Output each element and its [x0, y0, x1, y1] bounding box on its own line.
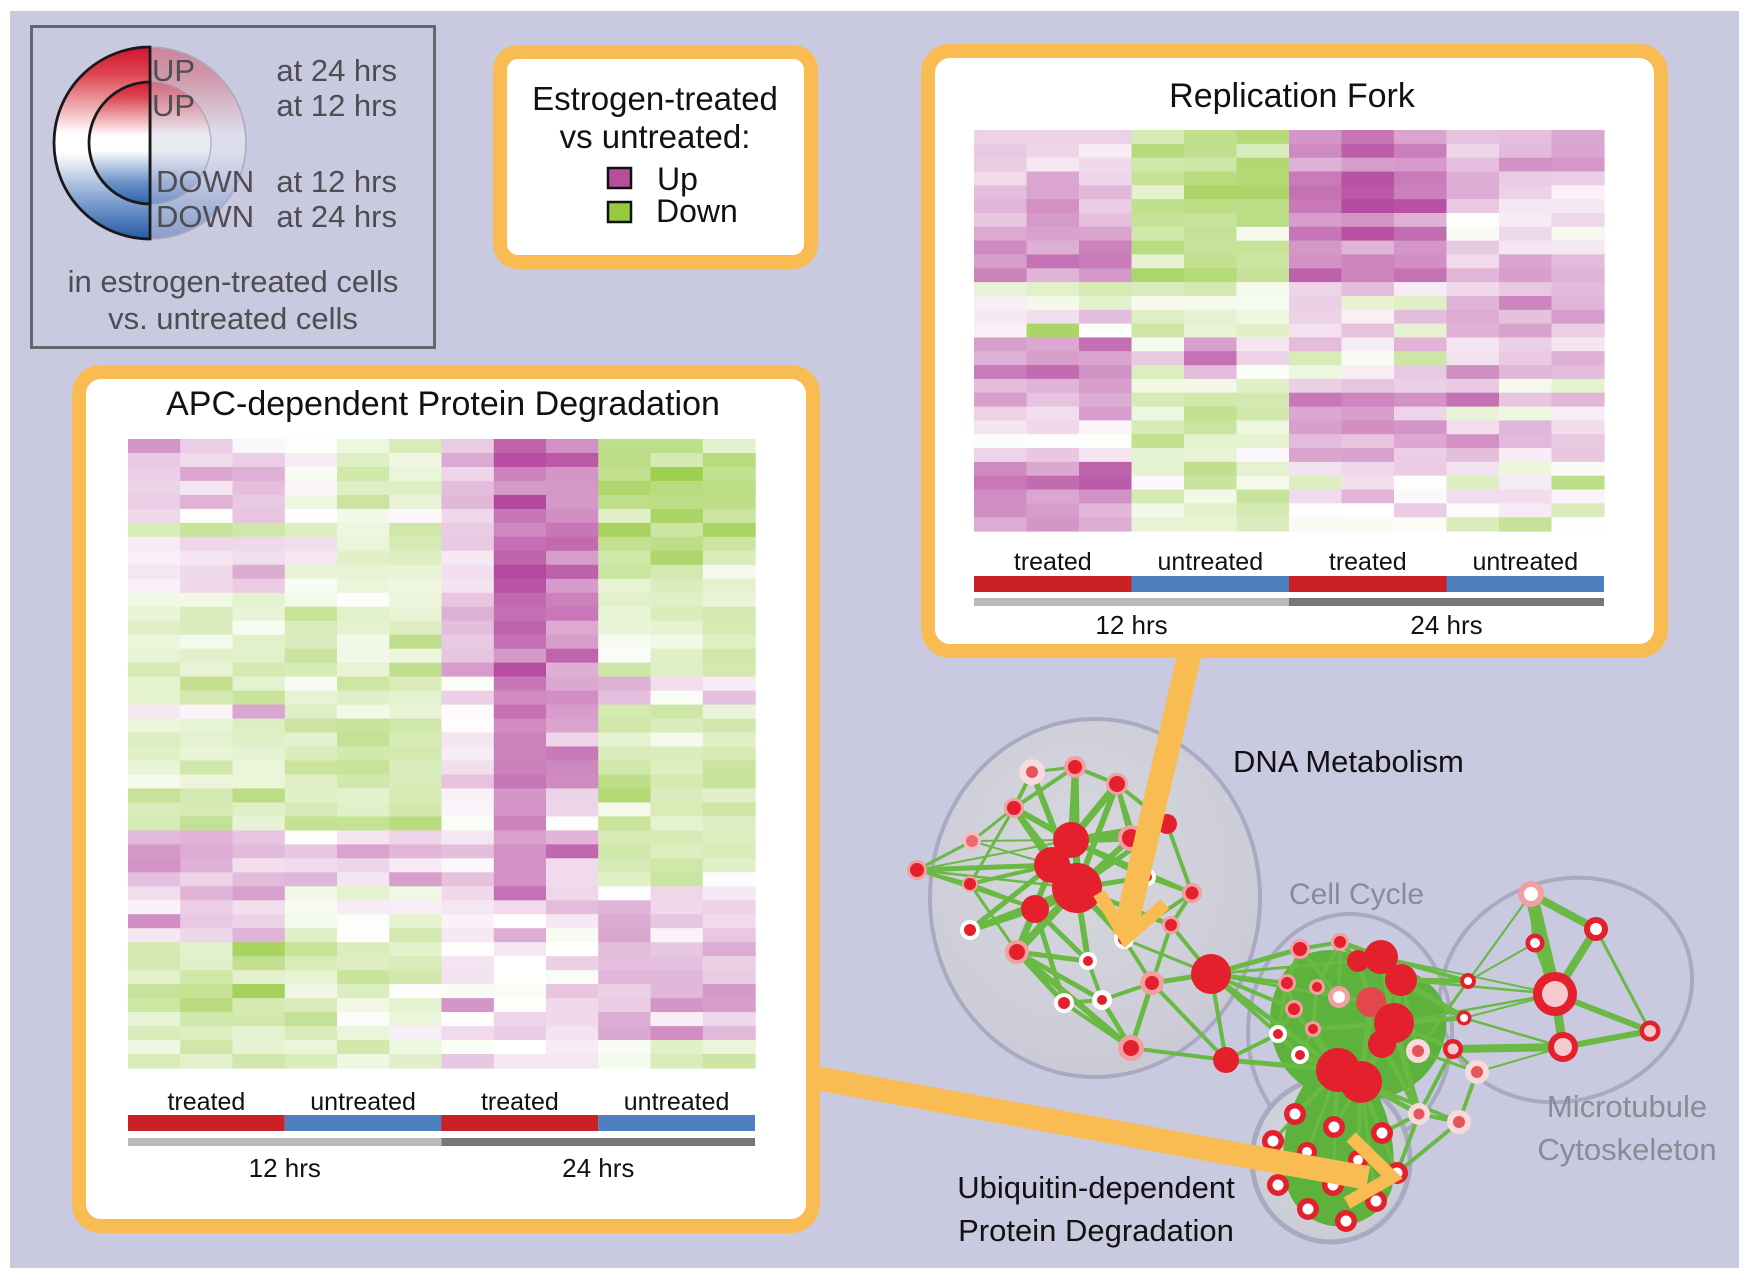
svg-text:DNA Metabolism: DNA Metabolism — [1233, 744, 1464, 779]
svg-text:Cytoskeleton: Cytoskeleton — [1537, 1132, 1716, 1167]
svg-text:Estrogen-treated: Estrogen-treated — [532, 80, 778, 117]
svg-text:24 hrs: 24 hrs — [1410, 610, 1482, 640]
svg-text:Microtubule: Microtubule — [1547, 1089, 1707, 1124]
svg-text:DOWN: DOWN — [156, 199, 254, 234]
svg-text:Down: Down — [656, 193, 738, 229]
svg-text:UP: UP — [152, 88, 195, 123]
svg-text:at 12 hrs: at 12 hrs — [276, 88, 397, 123]
svg-text:12 hrs: 12 hrs — [249, 1153, 321, 1183]
svg-text:UP: UP — [152, 53, 195, 88]
svg-text:in estrogen-treated cells: in estrogen-treated cells — [68, 264, 399, 299]
svg-text:Protein Degradation: Protein Degradation — [958, 1213, 1234, 1248]
svg-text:Replication Fork: Replication Fork — [1169, 77, 1416, 115]
svg-text:Cell Cycle: Cell Cycle — [1289, 878, 1424, 911]
svg-text:treated: treated — [1014, 548, 1092, 576]
svg-text:vs untreated:: vs untreated: — [560, 118, 751, 155]
svg-text:at 12 hrs: at 12 hrs — [276, 164, 397, 199]
svg-text:vs. untreated cells: vs. untreated cells — [108, 301, 358, 336]
svg-text:untreated: untreated — [624, 1088, 730, 1116]
svg-text:treated: treated — [1329, 548, 1407, 576]
svg-text:at 24 hrs: at 24 hrs — [276, 199, 397, 234]
svg-text:treated: treated — [481, 1088, 559, 1116]
svg-text:Up: Up — [657, 161, 698, 197]
svg-text:at 24 hrs: at 24 hrs — [276, 53, 397, 88]
svg-text:APC-dependent Protein Degradat: APC-dependent Protein Degradation — [166, 385, 720, 423]
svg-text:24 hrs: 24 hrs — [562, 1153, 634, 1183]
svg-text:DOWN: DOWN — [156, 164, 254, 199]
svg-text:untreated: untreated — [1472, 548, 1578, 576]
svg-text:untreated: untreated — [1157, 548, 1263, 576]
svg-text:Ubiquitin-dependent: Ubiquitin-dependent — [957, 1170, 1235, 1205]
svg-text:treated: treated — [167, 1088, 245, 1116]
svg-text:untreated: untreated — [310, 1088, 416, 1116]
svg-text:12 hrs: 12 hrs — [1095, 610, 1167, 640]
